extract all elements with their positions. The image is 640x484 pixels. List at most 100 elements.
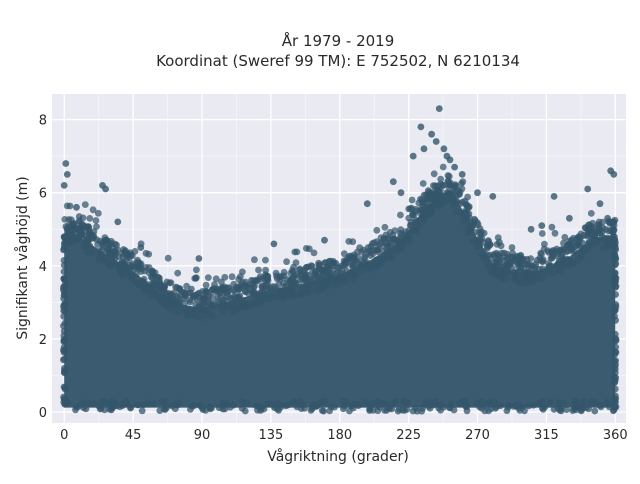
data-point	[208, 404, 215, 412]
outlier-point	[195, 255, 203, 262]
data-point	[612, 254, 619, 261]
data-point	[511, 273, 519, 281]
data-point	[89, 247, 96, 255]
data-point	[84, 400, 92, 408]
data-point	[341, 402, 348, 410]
data-point	[318, 275, 326, 283]
data-point	[282, 402, 290, 410]
data-point	[81, 201, 89, 209]
data-point	[60, 261, 68, 269]
data-point	[591, 407, 599, 415]
data-point	[430, 170, 438, 178]
data-point	[493, 249, 500, 257]
data-point	[255, 403, 263, 411]
data-point	[403, 235, 411, 242]
x-tick-label: 270	[465, 428, 490, 443]
data-point	[513, 252, 521, 260]
data-point	[394, 407, 402, 415]
data-point	[61, 364, 68, 372]
data-point	[73, 236, 80, 244]
outlier-point	[389, 178, 397, 186]
data-point	[458, 180, 465, 187]
data-point	[275, 293, 282, 300]
data-point	[611, 216, 619, 224]
data-point	[268, 286, 276, 294]
data-point	[94, 209, 102, 217]
data-point	[555, 250, 563, 258]
data-point	[239, 268, 246, 276]
data-point	[214, 288, 222, 295]
data-point	[108, 398, 116, 406]
data-point	[60, 268, 68, 275]
x-tick-label: 45	[125, 428, 142, 443]
data-point	[436, 401, 444, 409]
data-point	[60, 393, 67, 401]
data-point	[538, 404, 546, 412]
data-point	[312, 401, 320, 409]
data-point	[78, 221, 86, 229]
data-point	[131, 263, 139, 271]
data-point	[556, 406, 564, 414]
data-point	[277, 401, 285, 409]
data-point	[503, 407, 511, 415]
data-point	[238, 404, 246, 412]
data-point	[600, 234, 608, 242]
data-point	[60, 275, 68, 282]
data-point	[541, 240, 548, 248]
data-point	[61, 234, 68, 242]
data-point	[167, 296, 175, 304]
data-point	[381, 223, 389, 231]
data-point	[92, 217, 100, 224]
data-point	[577, 407, 585, 415]
data-point	[65, 222, 72, 229]
data-point	[447, 400, 455, 408]
data-point	[145, 250, 153, 258]
data-point	[409, 227, 416, 235]
data-point	[585, 243, 593, 251]
data-point	[149, 273, 156, 281]
data-point	[429, 401, 437, 409]
data-point	[85, 223, 93, 231]
data-point	[417, 195, 424, 203]
data-point	[611, 261, 619, 269]
data-point	[174, 269, 182, 277]
data-point	[411, 208, 419, 215]
data-point	[539, 265, 546, 273]
data-point	[515, 404, 523, 412]
data-point	[61, 307, 69, 315]
data-point	[220, 399, 228, 406]
data-point	[250, 283, 258, 291]
data-point	[95, 253, 103, 261]
outlier-point	[604, 214, 611, 222]
data-point	[210, 301, 218, 309]
data-point	[248, 277, 255, 284]
data-point	[439, 163, 447, 171]
data-point	[419, 404, 426, 412]
data-point	[539, 256, 547, 264]
outlier-point	[584, 185, 592, 193]
data-point	[586, 221, 593, 229]
data-point	[354, 248, 361, 256]
data-point	[594, 236, 602, 244]
data-point	[175, 307, 183, 315]
outlier-point	[363, 200, 371, 208]
data-point	[596, 401, 604, 409]
data-point	[486, 398, 493, 406]
data-point	[569, 234, 577, 242]
data-point	[249, 290, 257, 297]
outlier-point	[73, 203, 80, 211]
data-point	[126, 404, 134, 411]
outlier-point	[428, 130, 435, 138]
data-point	[264, 272, 272, 280]
data-point	[289, 398, 297, 405]
data-point	[89, 206, 97, 214]
outlier-point	[596, 200, 604, 208]
data-point	[612, 349, 620, 356]
x-tick-label: 315	[534, 428, 559, 443]
data-point	[129, 273, 136, 280]
data-point	[587, 210, 595, 217]
data-point	[355, 402, 362, 409]
data-point	[555, 398, 563, 406]
data-point	[330, 278, 338, 286]
data-point	[397, 211, 404, 219]
